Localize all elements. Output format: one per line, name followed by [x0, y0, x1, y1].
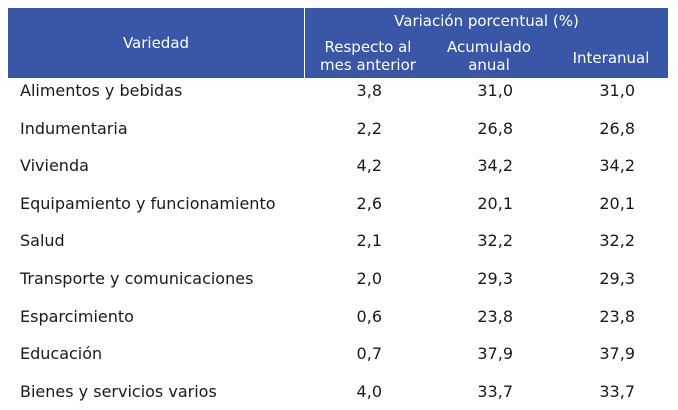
row-interanual: 34,2 — [599, 156, 635, 176]
row-mes-anterior: 3,8 — [356, 81, 382, 100]
row-mes-anterior: 2,1 — [356, 231, 382, 251]
row-interanual: 31,0 — [599, 81, 635, 100]
header-interanual: Interanual — [572, 49, 650, 67]
row-acumulado: 23,8 — [477, 306, 513, 326]
row-acumulado: 37,9 — [477, 344, 513, 364]
table-row: Vivienda 4,2 34,2 34,2 — [8, 147, 668, 185]
table-row: Alimentos y bebidas 3,8 31,0 31,0 — [8, 72, 668, 110]
row-mes-anterior: 2,2 — [356, 118, 382, 138]
row-interanual: 32,2 — [599, 231, 635, 251]
header-respecto-mes-anterior: Respecto al mes anterior — [320, 38, 416, 74]
row-acumulado: 34,2 — [477, 156, 513, 176]
row-acumulado: 29,3 — [477, 268, 513, 288]
row-mes-anterior: 0,7 — [356, 344, 382, 364]
row-interanual: 33,7 — [599, 381, 635, 401]
row-interanual: 29,3 — [599, 268, 635, 288]
row-interanual: 20,1 — [599, 193, 635, 213]
table-row: Salud 2,1 32,2 32,2 — [8, 222, 668, 260]
row-interanual: 26,8 — [599, 118, 635, 138]
row-mes-anterior: 2,6 — [356, 193, 382, 213]
row-variedad: Esparcimiento — [20, 306, 134, 326]
row-acumulado: 31,0 — [477, 81, 513, 100]
header-variacion-porcentual: Variación porcentual (%) — [394, 12, 579, 30]
row-acumulado: 26,8 — [477, 118, 513, 138]
row-variedad: Vivienda — [20, 156, 89, 176]
row-interanual: 37,9 — [599, 344, 635, 364]
row-variedad: Alimentos y bebidas — [20, 81, 183, 100]
row-mes-anterior: 0,6 — [356, 306, 382, 326]
row-acumulado: 20,1 — [477, 193, 513, 213]
row-mes-anterior: 2,0 — [356, 268, 382, 288]
row-mes-anterior: 4,2 — [356, 156, 382, 176]
row-acumulado: 33,7 — [477, 381, 513, 401]
table-row: Bienes y servicios varios 4,0 33,7 33,7 — [8, 373, 668, 410]
table-header: Variedad Variación porcentual (%) Respec… — [8, 8, 668, 78]
row-variedad: Transporte y comunicaciones — [20, 268, 254, 288]
table-row: Educación 0,7 37,9 37,9 — [8, 335, 668, 373]
header-acumulado-anual: Acumulado anual — [447, 38, 531, 74]
header-variedad: Variedad — [122, 34, 190, 52]
row-variedad: Educación — [20, 344, 103, 364]
row-interanual: 23,8 — [599, 306, 635, 326]
table-row: Indumentaria 2,2 26,8 26,8 — [8, 110, 668, 148]
row-variedad: Bienes y servicios varios — [20, 381, 217, 401]
table-body: Alimentos y bebidas 3,8 31,0 31,0 Indume… — [8, 72, 668, 410]
header-divider — [304, 8, 305, 78]
row-acumulado: 32,2 — [477, 231, 513, 251]
table-row: Esparcimiento 0,6 23,8 23,8 — [8, 298, 668, 336]
row-variedad: Equipamiento y funcionamiento — [20, 193, 276, 213]
table-row: Transporte y comunicaciones 2,0 29,3 29,… — [8, 260, 668, 298]
table-row: Equipamiento y funcionamiento 2,6 20,1 2… — [8, 185, 668, 223]
row-variedad: Salud — [20, 231, 65, 251]
row-variedad: Indumentaria — [20, 118, 128, 138]
row-mes-anterior: 4,0 — [356, 381, 382, 401]
